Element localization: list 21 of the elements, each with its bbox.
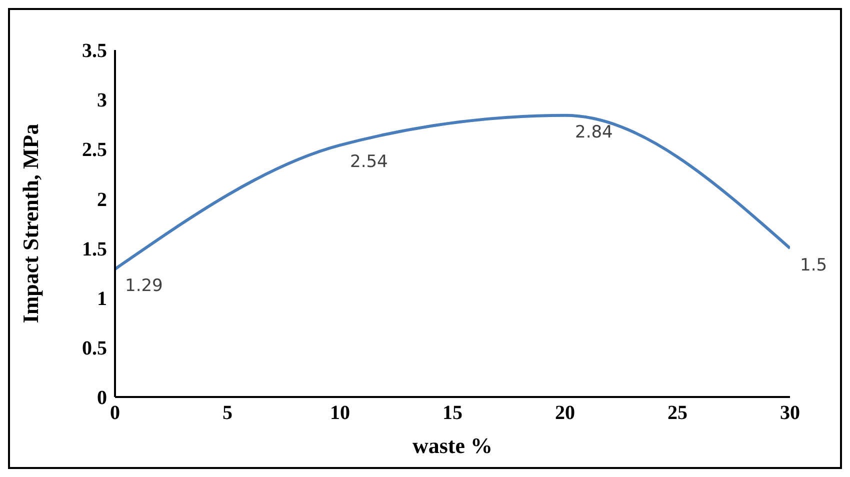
y-tick-label: 1.5 (82, 238, 107, 260)
data-label: 2.54 (350, 152, 388, 172)
y-tick-label: 1 (97, 288, 107, 310)
x-tick-label: 5 (222, 402, 232, 424)
y-tick-label: 2.5 (82, 139, 107, 162)
y-tick-label: 3.5 (82, 40, 107, 62)
x-axis-title: waste % (412, 433, 493, 458)
data-label: 2.84 (575, 122, 613, 142)
x-tick-label: 10 (330, 402, 350, 424)
x-tick-label: 30 (780, 402, 800, 424)
y-tick-label: 3 (97, 90, 107, 112)
y-axis-title: Impact Strenth, MPa (18, 124, 43, 324)
x-tick-label: 15 (442, 402, 462, 424)
line-series (115, 114, 790, 271)
data-label: 1.5 (800, 255, 828, 276)
x-tick-label: 20 (555, 402, 575, 424)
data-label: 1.29 (125, 276, 163, 296)
y-tick-label: 0 (97, 387, 107, 410)
y-tick-label: 0.5 (82, 338, 107, 360)
y-tick-label: 2 (97, 188, 107, 211)
x-tick-label: 25 (668, 402, 688, 424)
